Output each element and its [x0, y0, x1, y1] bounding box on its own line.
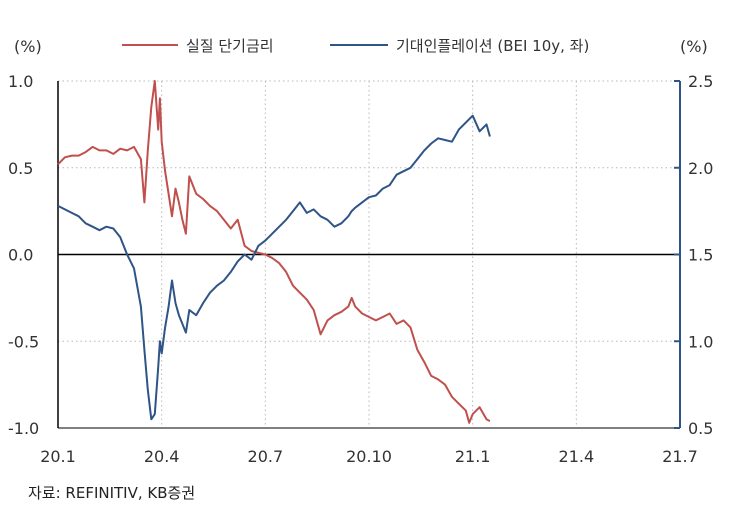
right-tick-label: 2.5	[688, 72, 713, 91]
series-layer	[57, 80, 491, 424]
series-line-bei	[57, 114, 491, 421]
left-tick-label: -1.0	[8, 419, 39, 438]
right-tick-label: 2.0	[688, 159, 713, 178]
x-tick-label: 20.7	[248, 447, 284, 466]
legend-label-real-rate: 실질 단기금리	[186, 37, 274, 55]
right-axis-unit: (%)	[680, 37, 708, 56]
left-tick-label: 0.5	[8, 159, 33, 178]
right-tick-label: 1.0	[688, 332, 713, 351]
tick-labels: 1.0 0.5 0.0 -0.5 -1.0 2.5 2.0 1.5 1.0 0.5 20.1 20.4…	[8, 72, 713, 466]
axes	[57, 80, 681, 429]
legend: 실질 단기금리 기대인플레이션 (BEI 10y, 좌)	[122, 37, 589, 55]
left-tick-label: 0.0	[8, 246, 33, 265]
x-tick-label: 20.10	[346, 447, 392, 466]
series-line-real-rate	[57, 80, 491, 424]
x-tick-label: 21.7	[662, 447, 698, 466]
right-tick-label: 1.5	[688, 246, 713, 265]
right-tick-label: 0.5	[688, 419, 713, 438]
x-tick-label: 21.1	[455, 447, 491, 466]
legend-label-bei: 기대인플레이션 (BEI 10y, 좌)	[396, 37, 589, 55]
left-tick-label: 1.0	[8, 72, 33, 91]
left-tick-label: -0.5	[8, 332, 39, 351]
left-axis-unit: (%)	[14, 37, 42, 56]
x-tick-label: 21.4	[559, 447, 595, 466]
source-note: 자료: REFINITIV, KB증권	[28, 484, 196, 502]
x-tick-label: 20.4	[144, 447, 180, 466]
x-tick-label: 20.1	[40, 447, 76, 466]
